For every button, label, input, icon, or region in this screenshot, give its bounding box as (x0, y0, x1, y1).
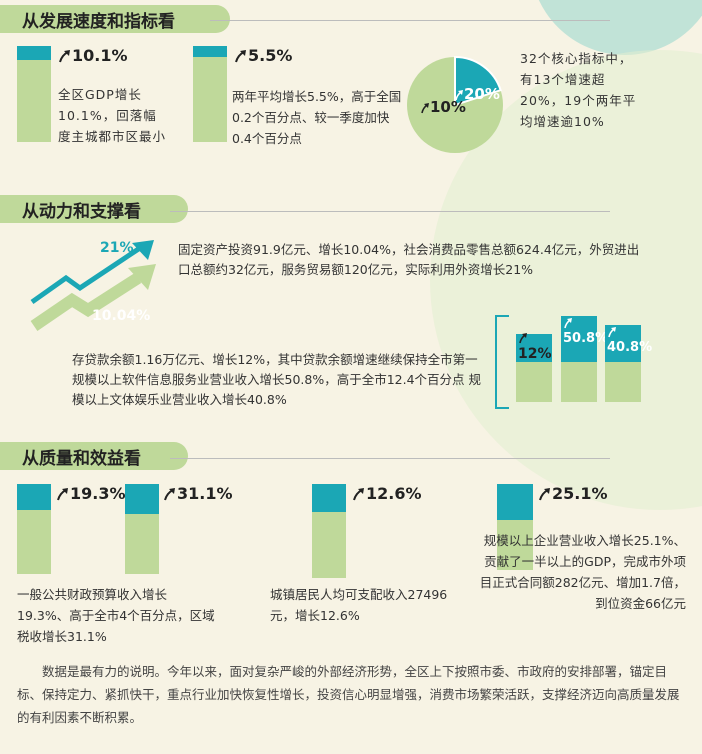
entertainment-label: 40.8% (607, 325, 652, 355)
investment-text: 固定资产投资91.9亿元、增长10.04%，社会消费品零售总额624.4亿元，外… (178, 242, 640, 277)
pie-text: 32个核心指标中，有13个增速超20%，19个两年平均增速逾10% (520, 51, 637, 129)
avg-growth-text: 两年平均增长5.5%，高于全国0.2个百分点、较一季度加快0.4个百分点 (232, 89, 402, 146)
up-arrow-icon (59, 50, 70, 63)
up-arrow-icon (455, 90, 463, 101)
fiscal-revenue-bar (17, 484, 51, 574)
deco-circle-top (538, 0, 702, 55)
enterprise-text: 规模以上企业营业收入增长25.1%、贡献了一半以上的GDP，完成市外项目正式合同… (479, 533, 686, 611)
gdp-text: 全区GDP增长10.1%，回落幅度主城都市区最小 (58, 87, 167, 144)
gdp-bar (17, 46, 51, 142)
avg-growth-bar (193, 46, 227, 142)
entertainment-bar (605, 325, 641, 402)
section1-title: 从发展速度和指标看 (0, 5, 230, 33)
up-arrow-icon (353, 488, 364, 501)
up-arrow-icon (164, 488, 175, 501)
up-arrow-icon (564, 318, 572, 329)
section1-divider (210, 20, 610, 21)
fiscal-revenue-percent: 19.3% (56, 484, 126, 503)
up-arrow-icon (57, 488, 68, 501)
section3-header: 从质量和效益看 (0, 440, 188, 472)
enterprise-bar (497, 484, 533, 570)
up-arrow-icon (608, 327, 616, 338)
enterprise-percent: 25.1% (538, 484, 608, 503)
software-label: 50.8% (563, 316, 608, 346)
up-arrow-icon (539, 488, 550, 501)
section3-divider (170, 458, 610, 459)
section2-title: 从动力和支撑看 (0, 195, 188, 223)
up-arrow-icon (235, 50, 246, 63)
up-arrow-icon (421, 103, 429, 114)
deposit-text: 存贷款余额1.16万亿元、增长12%，其中贷款余额增速继续保持全市第一 规模以上… (72, 352, 482, 407)
income-percent: 12.6% (352, 484, 422, 503)
bracket-line (495, 315, 497, 409)
up-arrow-icon (519, 333, 527, 344)
summary-paragraph: 数据是最有力的说明。今年以来，面对复杂严峻的外部经济形势，全区上下按照市委、市政… (17, 664, 680, 725)
indicator-pie-chart (407, 55, 503, 153)
income-text: 城镇居民人均可支配收入27496元，增长12.6% (270, 587, 448, 623)
tax-revenue-percent: 31.1% (163, 484, 233, 503)
pie-green-label: 10% (420, 98, 466, 116)
section1-header: 从发展速度和指标看 (0, 3, 230, 35)
section3-title: 从质量和效益看 (0, 442, 188, 470)
deposit-label: 12% (518, 330, 552, 362)
pie-slice-20 (454, 55, 502, 107)
gdp-percent: 10.1% (58, 46, 128, 65)
software-bar (561, 316, 597, 402)
arrow-label-1004: 10.04% (92, 308, 151, 324)
tax-revenue-bar (125, 484, 159, 574)
pie-teal-label: 20% (454, 85, 500, 103)
arrow-label-21: 21% (100, 240, 134, 256)
section2-divider (170, 211, 610, 212)
section2-header: 从动力和支撑看 (0, 193, 188, 225)
income-bar (312, 484, 346, 578)
fiscal-text: 一般公共财政预算收入增长19.3%、高于全市4个百分点，区域税收增长31.1% (17, 587, 215, 644)
avg-growth-percent: 5.5% (234, 46, 292, 65)
growth-arrows-graphic (30, 240, 156, 331)
